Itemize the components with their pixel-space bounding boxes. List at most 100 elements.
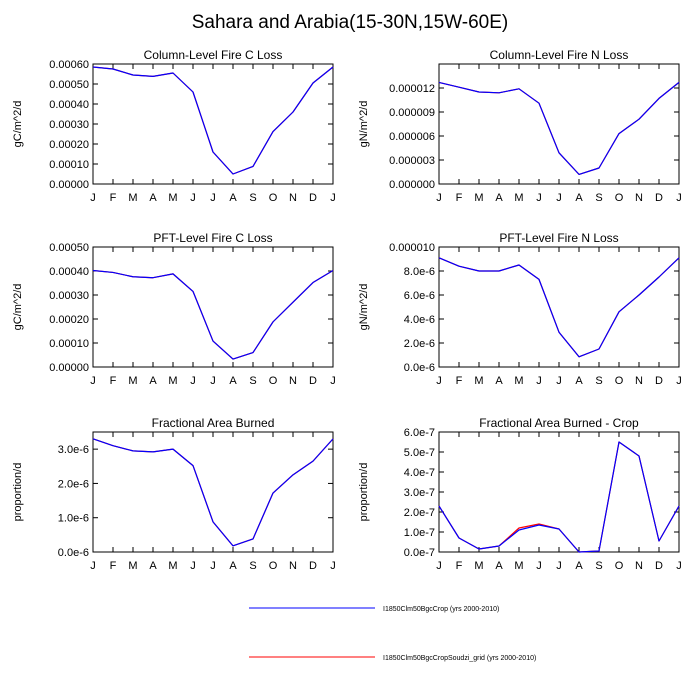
x-tick-label: J xyxy=(556,375,562,387)
x-tick-label: J xyxy=(330,192,336,204)
y-axis-label: proportion/d xyxy=(358,463,370,522)
x-tick-label: S xyxy=(595,375,602,387)
chart-panel-5: Fractional Area Burned proportion/d 0.0e-6… xyxy=(12,416,336,572)
x-tick-label: M xyxy=(128,192,137,204)
y-axis-label: proportion/d xyxy=(12,463,24,522)
x-tick-label: D xyxy=(309,192,317,204)
x-tick-label: J xyxy=(556,192,562,204)
x-tick-label: M xyxy=(168,375,177,387)
x-tick-label: D xyxy=(655,192,663,204)
y-tick-label: 2.0e-6 xyxy=(404,338,435,350)
y-tick-label: 0.000003 xyxy=(389,155,435,167)
x-tick-label: M xyxy=(168,192,177,204)
x-tick-label: A xyxy=(575,192,583,204)
x-tick-label: S xyxy=(249,560,256,572)
series-line-2 xyxy=(92,66,334,175)
series-line-1 xyxy=(438,257,680,358)
y-tick-label: 4.0e-7 xyxy=(404,467,435,479)
plot-frame xyxy=(438,246,680,368)
x-tick-label: J xyxy=(330,560,336,572)
y-tick-label: 0.00000 xyxy=(49,179,89,191)
plot-frame xyxy=(92,246,334,368)
y-tick-label: 0.000012 xyxy=(389,83,435,95)
x-tick-label: O xyxy=(615,375,624,387)
y-tick-label: 0.000000 xyxy=(389,179,435,191)
x-tick-label: J xyxy=(210,192,216,204)
x-tick-label: A xyxy=(149,375,157,387)
y-tick-label: 0.00040 xyxy=(49,99,89,111)
x-tick-label: A xyxy=(575,375,583,387)
x-tick-label: D xyxy=(309,560,317,572)
x-tick-label: J xyxy=(90,560,96,572)
x-tick-label: J xyxy=(436,192,442,204)
x-tick-label: J xyxy=(436,375,442,387)
y-tick-label: 0.000006 xyxy=(389,131,435,143)
x-tick-label: N xyxy=(289,560,297,572)
panel-title: Fractional Area Burned - Crop xyxy=(479,416,639,430)
x-tick-label: M xyxy=(474,192,483,204)
legend-label: I1850Clm50BgcCrop (yrs 2000-2010) xyxy=(383,606,499,613)
x-tick-label: A xyxy=(149,560,157,572)
y-tick-label: 0.00060 xyxy=(49,59,89,71)
legend: I1850Clm50BgcCrop (yrs 2000-2010) I1850Cl… xyxy=(249,606,536,662)
x-tick-label: D xyxy=(309,375,317,387)
x-tick-label: A xyxy=(495,560,503,572)
x-tick-label: A xyxy=(495,375,503,387)
y-tick-label: 3.0e-7 xyxy=(404,487,435,499)
panel-title: Column-Level Fire C Loss xyxy=(144,48,283,62)
chart-panel-1: Column-Level Fire C Loss gC/m^2/d 0.00000 0… xyxy=(12,48,336,204)
y-tick-label: 0.00020 xyxy=(49,314,89,326)
y-axis-label: gC/m^2/d xyxy=(12,101,24,148)
series-line-1 xyxy=(92,269,334,360)
y-tick-label: 2.0e-6 xyxy=(58,478,89,490)
x-tick-label: N xyxy=(289,192,297,204)
chart-panel-6: Fractional Area Burned - Crop proportion/… xyxy=(358,416,682,572)
series-line-2 xyxy=(438,257,680,358)
legend-item-1: I1850Clm50BgcCrop (yrs 2000-2010) xyxy=(249,606,499,613)
chart-panel-2: Column-Level Fire N Loss gN/m^2/d 0.000000… xyxy=(358,48,682,204)
x-tick-label: O xyxy=(269,192,278,204)
y-tick-label: 6.0e-6 xyxy=(404,290,435,302)
y-tick-label: 8.0e-6 xyxy=(404,266,435,278)
x-tick-label: A xyxy=(149,192,157,204)
legend-item-2: I1850Clm50BgcCropSoudzi_grid (yrs 2000-2… xyxy=(249,655,536,662)
series-line-2 xyxy=(438,441,680,553)
y-axis-label: gN/m^2/d xyxy=(358,284,370,331)
y-tick-label: 0.00030 xyxy=(49,290,89,302)
x-tick-label: O xyxy=(615,560,624,572)
x-tick-label: J xyxy=(210,375,216,387)
x-tick-label: F xyxy=(456,560,463,572)
plot-frame xyxy=(92,63,334,185)
x-tick-label: F xyxy=(110,375,117,387)
series-line-1 xyxy=(92,438,334,547)
y-tick-label: 6.0e-7 xyxy=(404,427,435,439)
y-tick-label: 0.000010 xyxy=(389,242,435,254)
y-tick-label: 0.0e-6 xyxy=(404,362,435,374)
series-line-2 xyxy=(92,269,334,360)
x-tick-label: N xyxy=(635,192,643,204)
plot-frame xyxy=(438,431,680,553)
panel-title: PFT-Level Fire C Loss xyxy=(153,231,272,245)
y-tick-label: 0.00010 xyxy=(49,159,89,171)
x-tick-label: J xyxy=(330,375,336,387)
chart-panel-4: PFT-Level Fire N Loss gN/m^2/d 0.0e-6 2.0e-… xyxy=(358,231,682,387)
x-tick-label: J xyxy=(556,560,562,572)
x-tick-label: J xyxy=(676,560,682,572)
y-tick-label: 0.00000 xyxy=(49,362,89,374)
x-tick-label: J xyxy=(90,192,96,204)
page-title: Sahara and Arabia(15-30N,15W-60E) xyxy=(191,12,509,33)
x-tick-label: D xyxy=(655,375,663,387)
x-tick-label: J xyxy=(676,192,682,204)
x-tick-label: N xyxy=(289,375,297,387)
series-line-1 xyxy=(92,66,334,175)
x-tick-label: M xyxy=(128,560,137,572)
x-tick-label: O xyxy=(615,192,624,204)
x-tick-label: M xyxy=(514,375,523,387)
series-line-2 xyxy=(438,81,680,175)
y-tick-label: 0.00050 xyxy=(49,79,89,91)
x-tick-label: M xyxy=(514,560,523,572)
x-tick-label: J xyxy=(676,375,682,387)
x-tick-label: J xyxy=(536,192,542,204)
x-tick-label: M xyxy=(474,560,483,572)
